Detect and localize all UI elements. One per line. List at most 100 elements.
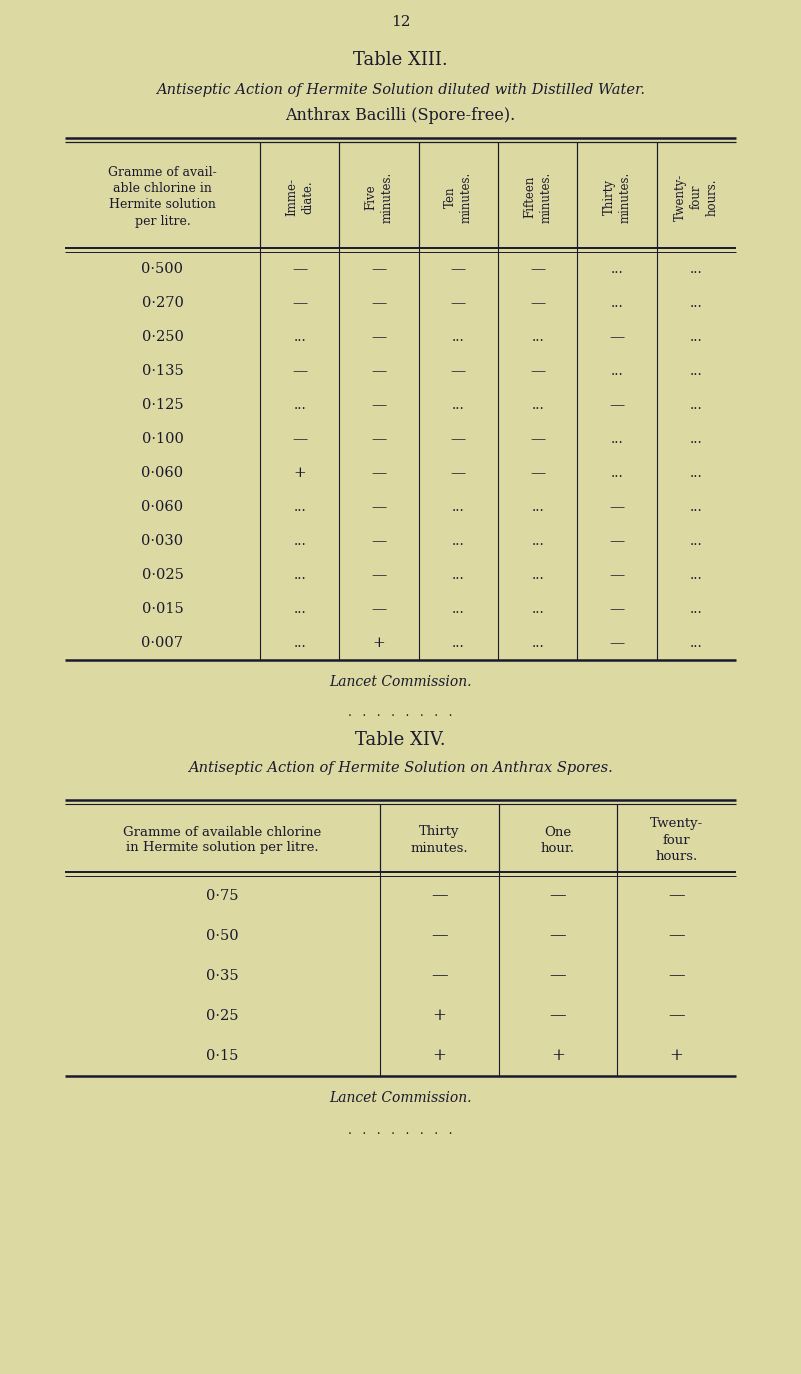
Text: +: +	[551, 1047, 565, 1065]
Text: Table XIV.: Table XIV.	[355, 731, 446, 749]
Text: —: —	[372, 500, 387, 514]
Text: 0·25: 0·25	[206, 1009, 239, 1024]
Text: —: —	[431, 967, 448, 985]
Text: Anthrax Bacilli (Spore-free).: Anthrax Bacilli (Spore-free).	[285, 107, 516, 125]
Text: —: —	[530, 262, 545, 276]
Text: 0·250: 0·250	[142, 330, 183, 344]
Text: —: —	[372, 262, 387, 276]
Text: 0·75: 0·75	[206, 889, 239, 903]
Text: ...: ...	[610, 364, 623, 378]
Text: ...: ...	[690, 295, 702, 311]
Text: —: —	[372, 431, 387, 447]
Text: 0·007: 0·007	[142, 636, 183, 650]
Text: —: —	[610, 398, 625, 412]
Text: ...: ...	[452, 398, 465, 412]
Text: —: —	[530, 364, 545, 378]
Text: +: +	[372, 636, 385, 650]
Text: —: —	[431, 888, 448, 904]
Text: —: —	[372, 364, 387, 378]
Text: Lancet Commission.: Lancet Commission.	[329, 1091, 472, 1105]
Text: ...: ...	[690, 534, 702, 548]
Text: 0·015: 0·015	[142, 602, 183, 616]
Text: 0·500: 0·500	[142, 262, 183, 276]
Text: ...: ...	[293, 602, 306, 616]
Text: One
hour.: One hour.	[541, 826, 575, 855]
Text: ...: ...	[531, 636, 544, 650]
Text: +: +	[433, 1047, 446, 1065]
Text: —: —	[372, 398, 387, 412]
Text: ...: ...	[531, 567, 544, 583]
Text: ...: ...	[610, 431, 623, 447]
Text: Antiseptic Action of Hermite Solution on Anthrax Spores.: Antiseptic Action of Hermite Solution on…	[188, 761, 613, 775]
Text: ...: ...	[293, 330, 306, 344]
Text: —: —	[549, 888, 566, 904]
Text: ...: ...	[452, 330, 465, 344]
Text: —: —	[451, 364, 466, 378]
Text: 0·15: 0·15	[207, 1048, 239, 1063]
Text: ...: ...	[293, 636, 306, 650]
Text: —: —	[549, 1007, 566, 1025]
Text: ...: ...	[690, 262, 702, 276]
Text: —: —	[292, 364, 308, 378]
Text: 0·35: 0·35	[206, 969, 239, 982]
Text: ...: ...	[690, 398, 702, 412]
Text: 0·025: 0·025	[142, 567, 183, 583]
Text: +: +	[670, 1047, 683, 1065]
Text: ...: ...	[690, 636, 702, 650]
Text: Gramme of avail-
able chlorine in
Hermite solution
per litre.: Gramme of avail- able chlorine in Hermit…	[108, 166, 217, 228]
Text: —: —	[668, 927, 685, 944]
Text: 12: 12	[391, 15, 410, 29]
Text: ...: ...	[452, 602, 465, 616]
Text: —: —	[668, 967, 685, 985]
Text: +: +	[433, 1007, 446, 1025]
Text: Imme-
diate.: Imme- diate.	[285, 179, 314, 216]
Text: ...: ...	[452, 567, 465, 583]
Text: ...: ...	[293, 567, 306, 583]
Text: —: —	[451, 431, 466, 447]
Text: ...: ...	[610, 262, 623, 276]
Text: —: —	[610, 567, 625, 583]
Text: ...: ...	[531, 602, 544, 616]
Text: —: —	[549, 927, 566, 944]
Text: Fifteen
minutes.: Fifteen minutes.	[523, 172, 552, 223]
Text: ...: ...	[690, 466, 702, 480]
Text: —: —	[610, 534, 625, 548]
Text: —: —	[451, 262, 466, 276]
Text: Twenty-
four
hours.: Twenty- four hours.	[650, 818, 703, 863]
Text: —: —	[372, 534, 387, 548]
Text: Thirty
minutes.: Thirty minutes.	[602, 172, 631, 223]
Text: —: —	[668, 888, 685, 904]
Text: —: —	[372, 567, 387, 583]
Text: ...: ...	[531, 398, 544, 412]
Text: Thirty
minutes.: Thirty minutes.	[411, 826, 468, 855]
Text: ...: ...	[690, 602, 702, 616]
Text: ...: ...	[690, 500, 702, 514]
Text: Five
minutes.: Five minutes.	[364, 172, 393, 223]
Text: 0·100: 0·100	[142, 431, 183, 447]
Text: —: —	[372, 330, 387, 344]
Text: —: —	[530, 295, 545, 311]
Text: ...: ...	[293, 534, 306, 548]
Text: 0·125: 0·125	[142, 398, 183, 412]
Text: Antiseptic Action of Hermite Solution diluted with Distilled Water.: Antiseptic Action of Hermite Solution di…	[156, 82, 645, 98]
Text: ...: ...	[452, 500, 465, 514]
Text: ...: ...	[452, 636, 465, 650]
Text: —: —	[610, 330, 625, 344]
Text: —: —	[372, 295, 387, 311]
Text: Gramme of available chlorine
in Hermite solution per litre.: Gramme of available chlorine in Hermite …	[123, 826, 322, 855]
Text: —: —	[668, 1007, 685, 1025]
Text: ...: ...	[610, 466, 623, 480]
Text: —: —	[451, 295, 466, 311]
Text: Lancet Commission.: Lancet Commission.	[329, 675, 472, 688]
Text: —: —	[610, 602, 625, 616]
Text: .   .   .   .   .   .   .   .: . . . . . . . .	[348, 1124, 453, 1138]
Text: ...: ...	[690, 364, 702, 378]
Text: ...: ...	[293, 500, 306, 514]
Text: —: —	[292, 431, 308, 447]
Text: ...: ...	[690, 431, 702, 447]
Text: —: —	[610, 500, 625, 514]
Text: —: —	[451, 466, 466, 480]
Text: —: —	[372, 602, 387, 616]
Text: ...: ...	[690, 567, 702, 583]
Text: —: —	[530, 466, 545, 480]
